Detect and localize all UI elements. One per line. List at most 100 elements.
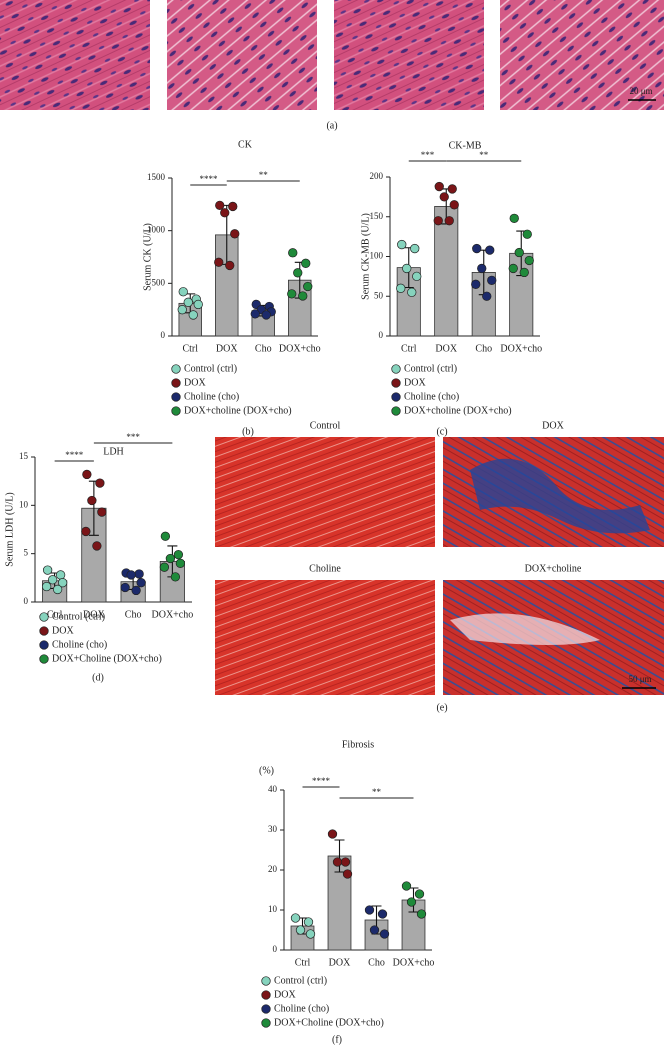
data-point xyxy=(401,881,412,891)
legend-label: Choline (cho) xyxy=(184,391,239,402)
y-tick-label: 0 xyxy=(273,944,278,954)
data-point xyxy=(228,201,238,212)
data-point xyxy=(97,507,107,517)
data-point xyxy=(134,569,144,579)
legend-label: Control (ctrl) xyxy=(274,975,327,986)
data-point xyxy=(439,192,449,202)
histology-image xyxy=(334,0,484,110)
data-point xyxy=(55,570,66,580)
data-point xyxy=(447,184,457,194)
significance-label: *** xyxy=(126,432,140,442)
data-point xyxy=(407,287,417,297)
legend-label: Control (ctrl) xyxy=(52,611,105,622)
data-point xyxy=(305,929,316,939)
data-point xyxy=(81,526,91,537)
x-tick-label: DOX+cho xyxy=(500,343,542,354)
data-point xyxy=(41,581,52,592)
data-point xyxy=(487,275,497,286)
data-point xyxy=(416,909,427,919)
data-point xyxy=(396,283,406,293)
x-tick-label: DOX xyxy=(83,609,105,620)
data-point xyxy=(287,289,297,299)
data-point xyxy=(160,531,171,541)
data-point xyxy=(522,229,532,239)
data-point xyxy=(220,208,230,218)
y-axis-label: Serum LDH (U/L) xyxy=(4,492,15,566)
legend-marker xyxy=(391,406,401,416)
y-tick-label: 10 xyxy=(19,499,29,509)
x-tick-label: Ctrl xyxy=(182,343,198,354)
y-tick-label: 50 xyxy=(374,290,384,300)
fibrosis-area xyxy=(450,613,600,645)
data-point xyxy=(379,929,390,939)
legend-marker xyxy=(391,378,401,388)
histology-image xyxy=(215,437,435,547)
y-tick-label: 150 xyxy=(370,211,384,221)
data-point xyxy=(412,271,422,282)
data-point xyxy=(524,255,534,266)
data-point xyxy=(471,279,481,289)
data-point xyxy=(95,478,105,488)
histology-image xyxy=(215,580,435,695)
legend-label: DOX+choline (DOX+cho) xyxy=(184,405,292,416)
data-point xyxy=(82,469,92,480)
y-axis-label: (%) xyxy=(259,765,274,776)
image-title: DOX xyxy=(542,420,564,431)
data-point xyxy=(303,917,314,927)
data-point xyxy=(214,257,224,267)
y-tick-label: 1500 xyxy=(147,172,166,182)
chart-title: LDH xyxy=(103,446,124,457)
x-tick-label: DOX xyxy=(216,343,238,354)
y-tick-label: 20 xyxy=(268,864,278,874)
data-point xyxy=(485,245,495,255)
y-tick-label: 0 xyxy=(379,330,384,340)
data-point xyxy=(261,310,271,320)
data-point xyxy=(225,260,235,271)
data-point xyxy=(327,829,338,839)
legend-label: DOX+Choline (DOX+cho) xyxy=(274,1017,384,1028)
data-point xyxy=(364,905,375,915)
y-tick-label: 100 xyxy=(370,251,384,261)
data-point xyxy=(293,268,303,278)
x-tick-label: Ctrl xyxy=(295,957,311,968)
x-tick-label: DOX+cho xyxy=(393,957,435,968)
legend-marker xyxy=(39,640,49,650)
y-tick-label: 1000 xyxy=(147,225,166,235)
data-point xyxy=(519,267,529,278)
data-point xyxy=(482,291,492,301)
data-point xyxy=(120,582,130,593)
data-point xyxy=(444,216,454,226)
data-point xyxy=(126,570,136,580)
chart-title: CK xyxy=(238,139,253,150)
legend-marker xyxy=(391,364,401,374)
data-point xyxy=(342,869,353,879)
data-point xyxy=(188,310,198,320)
histology-image xyxy=(500,0,664,110)
legend-marker xyxy=(391,392,401,402)
legend-label: DOX xyxy=(52,625,74,636)
significance-label: *** xyxy=(421,150,435,160)
data-point xyxy=(514,247,524,258)
error-bar xyxy=(334,839,345,873)
data-point xyxy=(92,541,102,551)
x-tick-label: Ctrl xyxy=(47,609,63,620)
data-point xyxy=(136,578,146,588)
panel-label: (b) xyxy=(242,426,254,437)
legend-marker xyxy=(261,976,271,986)
data-point xyxy=(509,213,519,223)
data-point xyxy=(472,243,482,254)
legend-label: Choline (cho) xyxy=(274,1003,329,1014)
data-point xyxy=(52,584,63,595)
y-tick-label: 10 xyxy=(268,904,278,914)
legend-label: Choline (cho) xyxy=(52,639,107,650)
data-point xyxy=(288,248,298,258)
panel-label: (a) xyxy=(326,120,337,131)
data-point xyxy=(303,281,313,292)
legend-marker xyxy=(171,392,181,402)
data-point xyxy=(177,305,187,315)
legend-marker xyxy=(261,990,271,1000)
data-point xyxy=(230,229,240,239)
data-point xyxy=(290,913,301,923)
data-point xyxy=(369,925,380,935)
